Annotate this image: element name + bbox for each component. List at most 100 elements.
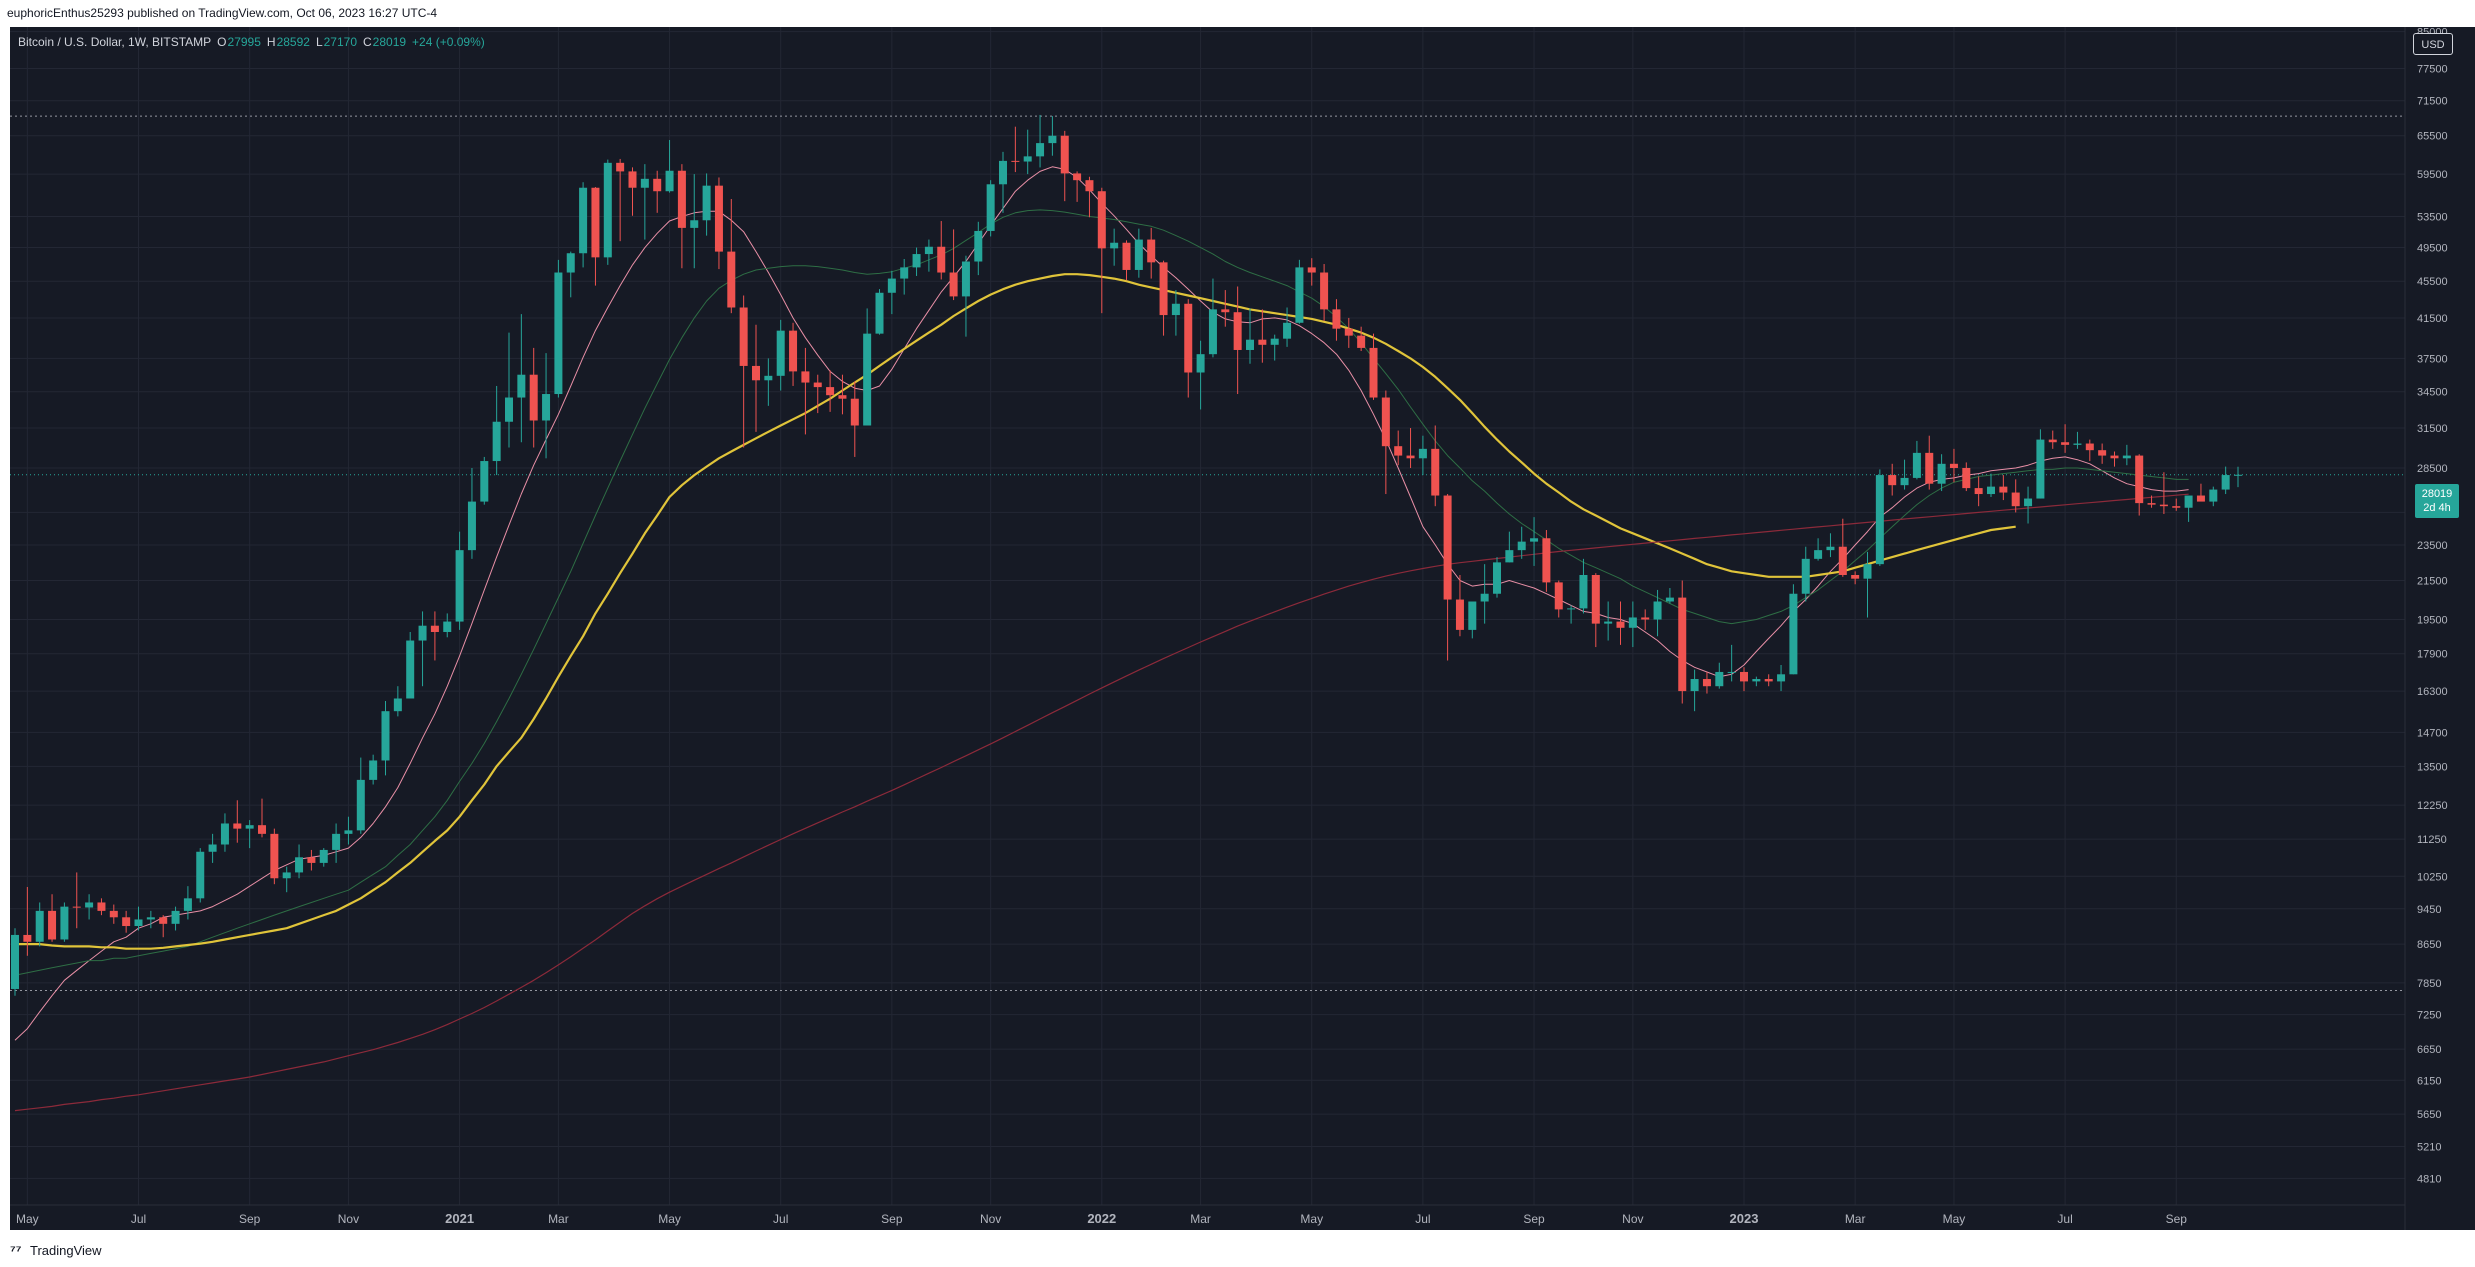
candle — [1542, 530, 1551, 592]
footer: ⁷⁷ TradingView — [0, 1230, 2475, 1267]
candle-body — [566, 253, 575, 273]
candle — [1233, 286, 1242, 395]
candle-body — [1023, 156, 1032, 162]
candle — [1838, 518, 1847, 577]
x-tick-label: Nov — [1622, 1212, 1643, 1226]
candle — [1740, 667, 1748, 692]
price-chart[interactable]: 85000 77500 71500 65500 59500 53500 49500 45500… — [10, 27, 2475, 1230]
candle-body — [1097, 191, 1106, 249]
candle — [554, 259, 563, 398]
candle-body — [332, 833, 341, 850]
y-tick-label: 45500 — [2417, 276, 2448, 288]
candle — [2085, 439, 2094, 462]
candle — [949, 229, 958, 301]
y-tick-label: 28500 — [2417, 463, 2448, 475]
candle-body — [196, 851, 205, 899]
candle-body — [220, 823, 229, 845]
ohlc-high: H 28592 — [266, 35, 310, 49]
candle — [1604, 601, 1613, 641]
y-tick-label: 65500 — [2417, 131, 2448, 143]
candle — [2024, 486, 2033, 524]
candle — [134, 906, 143, 931]
candle-body — [2085, 443, 2094, 451]
candle — [900, 259, 909, 295]
candle — [2098, 443, 2107, 464]
chart-panel[interactable]: 85000 77500 71500 65500 59500 53500 49500 45500… — [10, 27, 2475, 1230]
candle-body — [1357, 335, 1366, 348]
candle-body — [2147, 503, 2156, 505]
moving-average-50 — [15, 273, 2016, 950]
candle-body — [2098, 450, 2107, 456]
price-axis-bg — [2405, 27, 2475, 1230]
candle-body — [529, 374, 538, 421]
candle — [789, 322, 798, 386]
candle — [2184, 495, 2193, 522]
candle — [1727, 644, 1736, 682]
candle-body — [72, 906, 81, 908]
candle-body — [1246, 339, 1254, 350]
candle — [1221, 290, 1230, 327]
candle-body — [2036, 439, 2045, 499]
bar-countdown: 2d 4h — [2423, 502, 2451, 514]
candle-body — [1159, 262, 1168, 316]
candle-body — [1406, 455, 1415, 459]
candle — [961, 255, 970, 337]
candle-body — [2110, 455, 2119, 459]
candle-body — [702, 185, 711, 221]
candle — [1480, 564, 1489, 624]
candle-body — [542, 394, 551, 421]
candle-body — [1888, 475, 1897, 486]
x-tick-label: 2023 — [1730, 1211, 1759, 1226]
candle — [1085, 176, 1094, 218]
candle — [1628, 601, 1637, 648]
candle — [307, 849, 316, 871]
candle — [875, 289, 884, 335]
x-tick-label: Jul — [1415, 1212, 1430, 1226]
candle — [1122, 240, 1131, 281]
candle-body — [233, 823, 242, 829]
candle-body — [1344, 328, 1353, 336]
candle — [1320, 264, 1329, 321]
candle-body — [1826, 546, 1835, 551]
candle-body — [813, 382, 822, 388]
y-tick-label: 17900 — [2417, 649, 2448, 661]
y-tick-label: 19500 — [2417, 615, 2448, 627]
candle-body — [1814, 550, 1823, 559]
candle — [714, 177, 723, 270]
candle-body — [1801, 558, 1810, 594]
currency-selector[interactable]: USD — [2413, 33, 2453, 55]
candle-body — [776, 330, 785, 376]
candle-body — [48, 910, 57, 940]
candle-body — [2122, 455, 2131, 459]
candle — [2122, 444, 2131, 466]
candle-body — [2011, 492, 2020, 507]
x-tick-label: Nov — [980, 1212, 1001, 1226]
y-tick-label: 12250 — [2417, 800, 2448, 812]
candle — [1863, 551, 1872, 618]
candle-body — [2073, 443, 2082, 445]
candle-body — [1554, 582, 1563, 610]
candle-body — [690, 220, 699, 228]
candle-body — [1048, 135, 1057, 144]
candle-body — [1777, 674, 1786, 682]
footer-brand: TradingView — [30, 1243, 102, 1258]
candle — [1826, 533, 1835, 558]
candle — [1875, 469, 1884, 566]
candle-body — [875, 292, 884, 334]
x-tick-label: Sep — [2166, 1212, 2188, 1226]
candle-body — [1912, 452, 1921, 478]
candle-body — [1270, 338, 1279, 345]
candle — [677, 164, 686, 269]
candle-body — [159, 917, 168, 924]
candle — [1814, 538, 1823, 561]
candle-body — [11, 934, 19, 989]
candle-body — [1567, 608, 1576, 610]
candle — [727, 199, 736, 314]
candle-body — [1715, 671, 1724, 687]
candle — [245, 820, 254, 849]
candle-body — [603, 162, 612, 258]
candle — [1011, 126, 1020, 173]
candle-body — [134, 919, 143, 927]
candle — [455, 531, 464, 630]
candle — [1764, 674, 1773, 687]
